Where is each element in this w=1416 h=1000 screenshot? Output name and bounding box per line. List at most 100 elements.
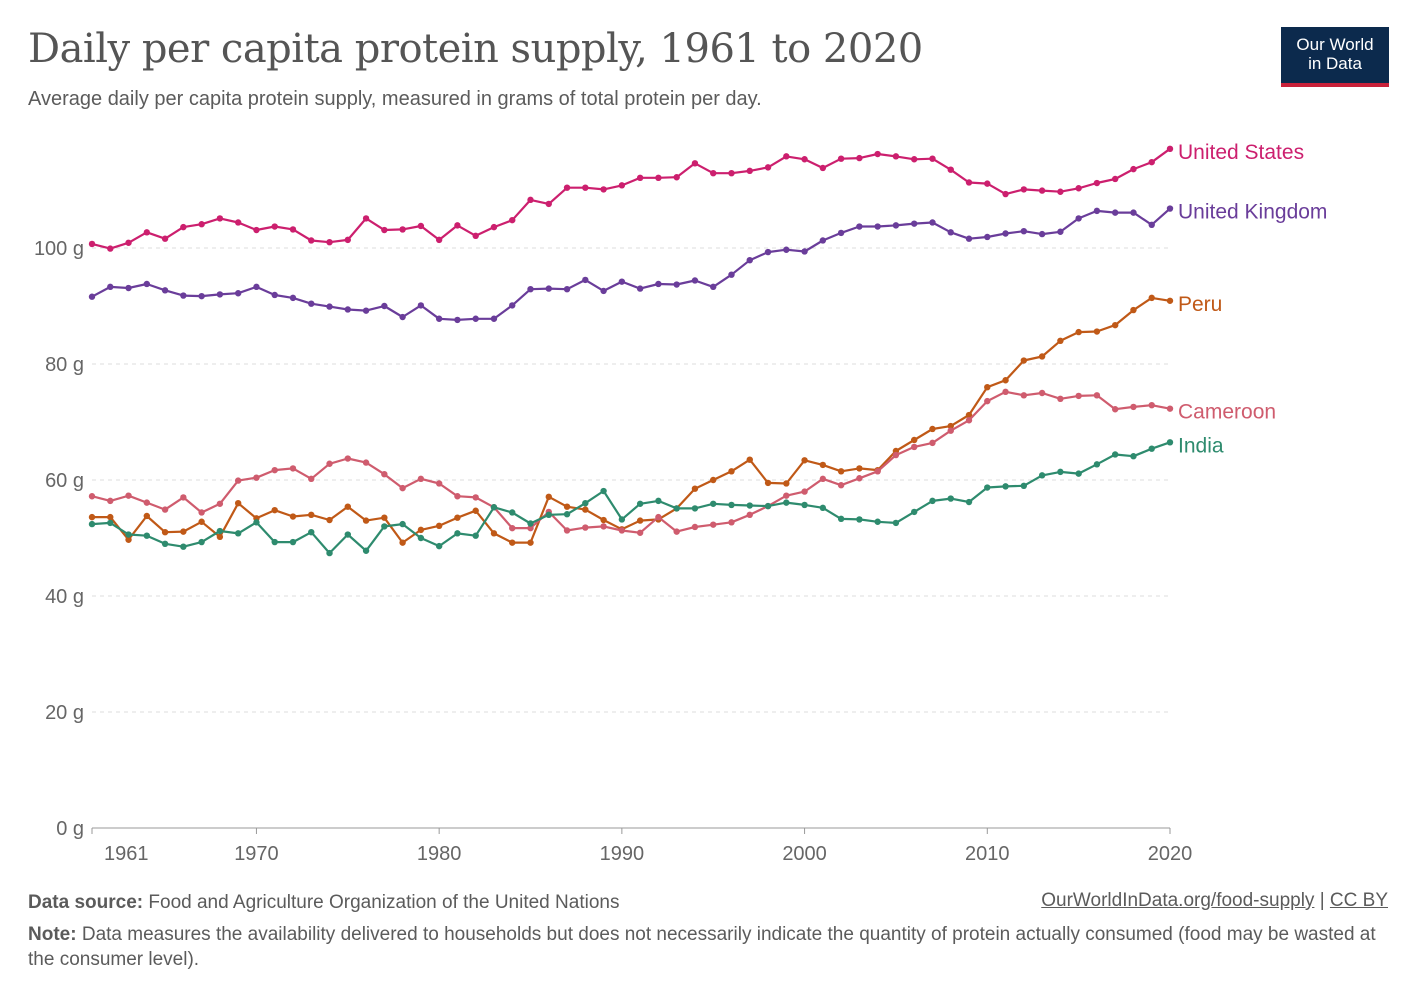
data-point-peru[interactable] [472,507,479,514]
data-point-cameroon[interactable] [710,521,717,528]
data-point-united-states[interactable] [271,223,278,230]
data-point-cameroon[interactable] [1166,405,1174,412]
data-point-united-kingdom[interactable] [1111,209,1119,216]
data-point-cameroon[interactable] [929,439,936,447]
data-point-cameroon[interactable] [344,455,351,462]
data-point-india[interactable] [947,495,954,502]
data-point-peru[interactable] [417,526,425,534]
data-point-india[interactable] [472,532,479,539]
data-point-united-kingdom[interactable] [746,256,753,264]
data-point-united-states[interactable] [874,150,881,158]
data-point-peru[interactable] [1130,306,1137,314]
data-point-peru[interactable] [271,506,278,514]
data-point-united-kingdom[interactable] [783,246,790,253]
data-point-peru[interactable] [289,513,297,520]
data-point-cameroon[interactable] [1093,392,1101,399]
data-point-india[interactable] [125,531,132,538]
data-point-cameroon[interactable] [600,523,607,530]
data-point-cameroon[interactable] [1002,388,1009,396]
data-point-peru[interactable] [1166,297,1174,304]
data-point-cameroon[interactable] [509,524,516,532]
data-point-cameroon[interactable] [399,484,406,492]
data-point-united-kingdom[interactable] [1075,215,1082,222]
data-point-united-kingdom[interactable] [892,222,900,229]
data-point-united-states[interactable] [417,222,425,230]
data-point-united-states[interactable] [289,226,297,233]
data-point-peru[interactable] [1020,357,1028,364]
data-point-peru[interactable] [1093,328,1101,335]
data-point-india[interactable] [856,516,863,523]
data-point-united-states[interactable] [618,182,626,189]
data-point-india[interactable] [198,538,205,546]
data-point-india[interactable] [892,519,900,527]
data-point-peru[interactable] [801,457,808,464]
data-point-united-kingdom[interactable] [965,235,973,242]
data-point-cameroon[interactable] [911,443,918,451]
data-point-cameroon[interactable] [691,523,699,531]
data-point-india[interactable] [1093,461,1101,468]
data-point-united-states[interactable] [1020,186,1028,193]
data-point-united-states[interactable] [600,186,607,193]
data-point-india[interactable] [710,500,717,507]
data-point-united-kingdom[interactable] [1038,230,1046,238]
data-point-peru[interactable] [88,513,96,521]
data-point-united-states[interactable] [1130,165,1137,173]
data-point-united-kingdom[interactable] [417,302,425,309]
data-point-peru[interactable] [234,500,242,507]
data-point-peru[interactable] [746,456,753,463]
data-point-united-kingdom[interactable] [289,294,297,302]
data-point-cameroon[interactable] [947,427,954,434]
data-point-cameroon[interactable] [253,474,260,481]
data-point-peru[interactable] [545,493,552,501]
data-point-peru[interactable] [691,485,699,492]
data-point-peru[interactable] [1057,337,1064,344]
data-point-india[interactable] [234,530,242,537]
data-point-cameroon[interactable] [1148,401,1155,409]
data-point-united-states[interactable] [454,222,461,229]
data-point-united-kingdom[interactable] [563,285,571,293]
data-point-united-states[interactable] [746,167,753,175]
data-point-united-states[interactable] [783,153,790,160]
data-point-india[interactable] [984,484,991,491]
series-line-india[interactable] [91,441,1171,555]
data-point-peru[interactable] [636,517,644,524]
data-point-united-kingdom[interactable] [527,285,534,293]
data-point-united-states[interactable] [965,179,973,186]
data-point-cameroon[interactable] [1075,392,1082,400]
data-point-peru[interactable] [527,539,534,546]
data-point-india[interactable] [1075,470,1082,477]
data-point-cameroon[interactable] [180,494,187,501]
data-point-cameroon[interactable] [874,468,881,475]
data-point-peru[interactable] [984,384,991,391]
data-point-united-states[interactable] [107,245,114,252]
data-point-india[interactable] [509,509,516,516]
data-point-india[interactable] [582,500,589,507]
data-point-peru[interactable] [710,476,717,484]
series-line-united-kingdom[interactable] [91,207,1171,321]
series-label-india[interactable]: India [1178,434,1224,457]
data-point-cameroon[interactable] [271,466,278,474]
data-point-peru[interactable] [856,465,863,472]
data-point-peru[interactable] [783,480,790,487]
data-point-united-states[interactable] [636,174,644,182]
data-point-india[interactable] [965,498,973,506]
data-point-peru[interactable] [107,513,114,521]
data-point-peru[interactable] [819,461,827,469]
data-point-peru[interactable] [161,529,169,536]
data-point-india[interactable] [1130,453,1137,460]
data-point-united-kingdom[interactable] [1130,209,1137,216]
data-point-united-kingdom[interactable] [381,302,388,310]
data-point-cameroon[interactable] [965,417,973,424]
series-label-united-states[interactable]: United States [1178,141,1304,164]
data-point-united-states[interactable] [801,156,808,163]
data-point-peru[interactable] [308,511,315,518]
data-point-peru[interactable] [600,516,607,524]
data-point-india[interactable] [253,519,260,526]
data-point-india[interactable] [911,508,918,516]
data-point-united-states[interactable] [381,226,388,234]
data-point-india[interactable] [527,520,534,527]
data-point-india[interactable] [655,497,662,505]
data-point-india[interactable] [399,520,406,528]
data-point-india[interactable] [362,547,370,554]
data-point-peru[interactable] [362,517,370,524]
